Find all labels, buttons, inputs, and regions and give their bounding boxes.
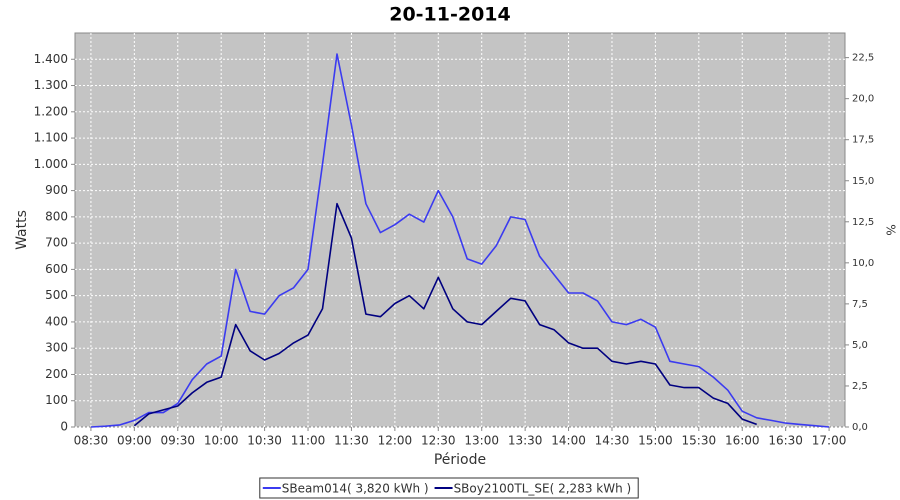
chart-title: 20-11-2014 [389, 4, 511, 26]
y-tick-label: 1.200 [34, 104, 68, 118]
x-tick-label: 14:30 [595, 434, 630, 448]
y-tick-label: 900 [45, 183, 68, 197]
x-tick-label: 11:00 [291, 434, 326, 448]
y-tick-label: 1.400 [34, 52, 68, 66]
series-line [90, 53, 830, 428]
y-tick-label: 0 [60, 420, 68, 434]
y-axis-label: Watts [14, 210, 30, 250]
x-tick-label: 15:30 [682, 434, 717, 448]
x-tick-label: 09:00 [117, 434, 152, 448]
y-tick-label: 100 [45, 393, 68, 407]
y2-tick-label: 7,5 [852, 299, 868, 310]
y-tick-label: 600 [45, 262, 68, 276]
y2-tick-label: 17,5 [852, 135, 874, 146]
plot-area [74, 32, 846, 428]
y-tick-label: 500 [45, 288, 68, 302]
y-tick-label: 1.300 [34, 78, 68, 92]
x-tick-label: 10:30 [247, 434, 282, 448]
y-tick-label: 400 [45, 314, 68, 328]
y2-axis-label: % [884, 224, 898, 235]
y2-tick-label: 12,5 [852, 217, 874, 228]
x-tick-label: 11:30 [334, 434, 369, 448]
y2-tick-label: 2,5 [852, 381, 868, 392]
y-tick-label: 800 [45, 209, 68, 223]
x-tick-label: 15:00 [638, 434, 673, 448]
series-line [133, 202, 757, 427]
x-tick-label: 08:30 [74, 434, 109, 448]
y2-tick-label: 15,0 [852, 176, 874, 187]
y2-tick-label: 22,5 [852, 53, 874, 64]
y2-tick-label: 5,0 [852, 340, 868, 351]
y-tick-label: 300 [45, 341, 68, 355]
y2-tick-label: 20,0 [852, 94, 874, 105]
legend-item: SBoy2100TL_SE( 2,283 kWh ) [434, 482, 632, 496]
x-tick-label: 13:00 [464, 434, 499, 448]
x-tick-label: 17:00 [812, 434, 847, 448]
x-axis-label: Période [434, 452, 486, 468]
x-tick-label: 09:30 [160, 434, 195, 448]
y2-tick-label: 0,0 [852, 422, 868, 433]
y-tick-label: 700 [45, 236, 68, 250]
x-tick-label: 10:00 [204, 434, 239, 448]
legend: SBeam014( 3,820 kWh ) SBoy2100TL_SE( 2,28… [259, 477, 639, 499]
y-tick-label: 1.000 [34, 157, 68, 171]
x-tick-label: 13:30 [508, 434, 543, 448]
x-tick-label: 16:30 [768, 434, 803, 448]
legend-label: SBoy2100TL_SE( 2,283 kWh ) [454, 482, 632, 496]
x-tick-label: 14:00 [551, 434, 586, 448]
legend-item: SBeam014( 3,820 kWh ) [262, 482, 429, 496]
y-tick-label: 1.100 [34, 131, 68, 145]
legend-label: SBeam014( 3,820 kWh ) [282, 482, 429, 496]
x-tick-label: 12:30 [421, 434, 456, 448]
x-tick-label: 16:00 [725, 434, 760, 448]
y-tick-label: 200 [45, 367, 68, 381]
x-tick-label: 12:00 [378, 434, 413, 448]
y2-tick-label: 10,0 [852, 258, 874, 269]
